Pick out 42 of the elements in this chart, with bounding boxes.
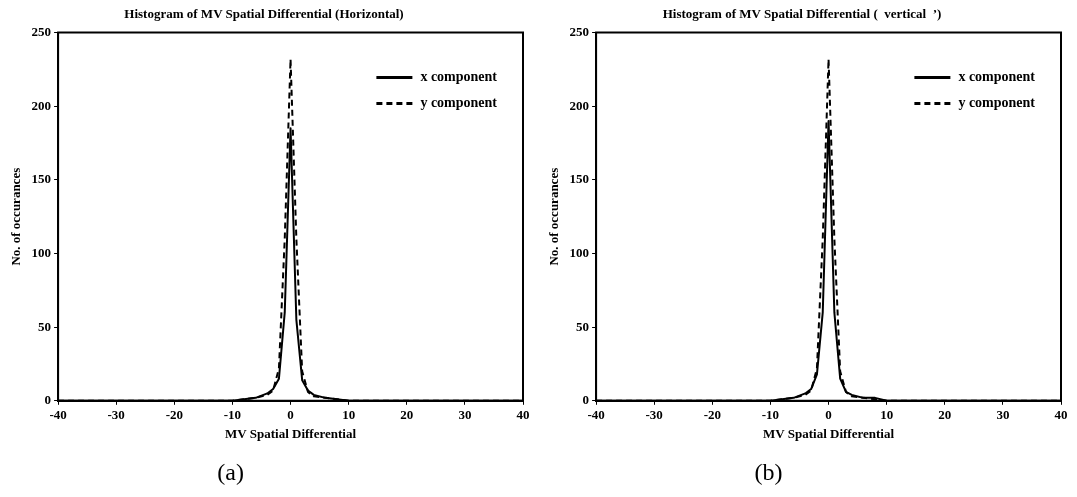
x-tick-label: -40 xyxy=(587,406,605,422)
y-axis-title: No. of occurances xyxy=(546,167,562,266)
y-tick-label: 50 xyxy=(576,318,590,334)
x-tick-label: 40 xyxy=(516,406,530,422)
y-tick-label: 200 xyxy=(569,97,590,113)
chart-title: Histogram of MV Spatial Differential (Horizontal) xyxy=(124,6,404,22)
x-axis-title: MV Spatial Differential xyxy=(225,425,357,441)
y-axis-title: No. of occurances xyxy=(8,167,24,266)
x-tick-label: 20 xyxy=(400,406,414,422)
x-tick-label: -30 xyxy=(645,406,663,422)
y-tick-label: 50 xyxy=(38,318,52,334)
text: (a) xyxy=(217,459,244,485)
x-tick-label: 0 xyxy=(825,406,832,422)
legend-label: y component xyxy=(958,95,1036,111)
y-tick-label: 150 xyxy=(569,171,590,187)
y-tick-label: 200 xyxy=(31,97,52,113)
x-tick-label: 0 xyxy=(287,406,294,422)
y-tick-label: 100 xyxy=(31,244,52,260)
text: (b) xyxy=(754,459,783,485)
legend-label: x component xyxy=(958,69,1036,85)
x-tick-label: -10 xyxy=(761,406,780,422)
y-tick-label: 0 xyxy=(582,392,590,408)
x-tick-label: 10 xyxy=(342,406,356,422)
x-tick-label: -20 xyxy=(703,406,721,422)
y-tick-label: 250 xyxy=(569,23,590,39)
legend-label: x component xyxy=(420,69,498,85)
chart-title: Histogram of MV Spatial Differential ( vertical ’) xyxy=(662,6,942,22)
x-tick-label: -20 xyxy=(165,406,183,422)
y-tick-label: 0 xyxy=(44,392,52,408)
x-tick-label: 30 xyxy=(458,406,472,422)
y-tick-label: 150 xyxy=(31,171,52,187)
x-tick-label: 30 xyxy=(996,406,1010,422)
y-tick-label: 250 xyxy=(31,23,52,39)
y-tick-label: 100 xyxy=(569,244,590,260)
legend-label: y component xyxy=(420,95,498,111)
x-tick-label: 40 xyxy=(1054,406,1068,422)
x-tick-label: -30 xyxy=(107,406,125,422)
x-tick-label: 20 xyxy=(938,406,952,422)
x-tick-label: -40 xyxy=(49,406,67,422)
x-axis-title: MV Spatial Differential xyxy=(763,425,895,441)
x-tick-label: -10 xyxy=(223,406,242,422)
x-tick-label: 10 xyxy=(880,406,894,422)
